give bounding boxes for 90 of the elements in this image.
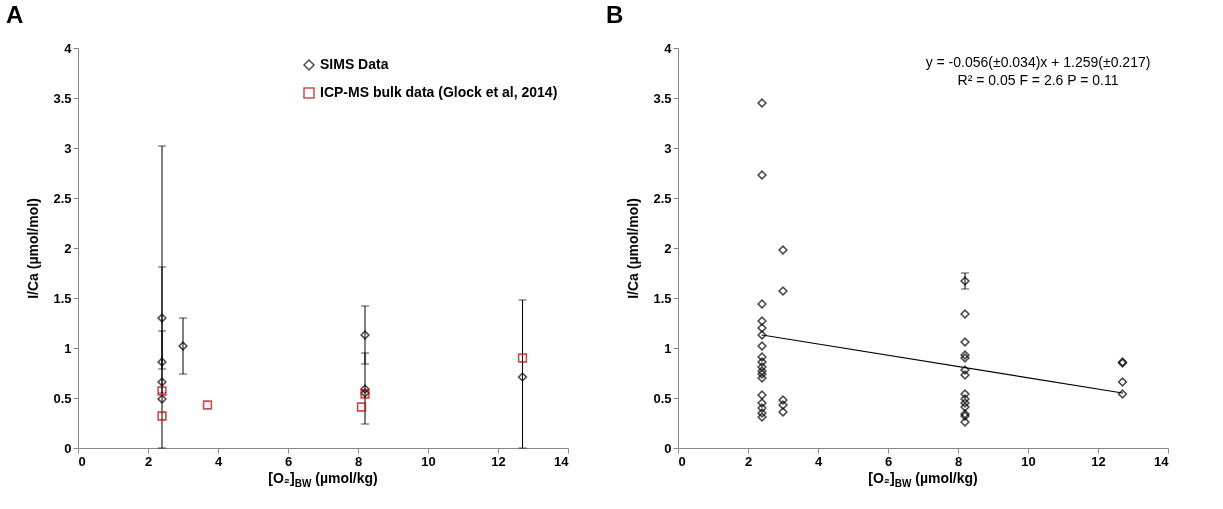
point xyxy=(202,400,213,410)
x-tick-label: 2 xyxy=(144,453,153,469)
y-tick-label: 2 xyxy=(64,240,72,256)
point xyxy=(1117,377,1128,387)
point xyxy=(757,362,767,372)
y-tick-label: 3.5 xyxy=(653,90,672,106)
y-tick-label: 4 xyxy=(64,40,73,56)
point xyxy=(778,407,788,417)
point xyxy=(356,402,367,412)
y-tick-label: 2.5 xyxy=(653,190,672,206)
point xyxy=(517,372,528,382)
x-tick-label: 0 xyxy=(678,453,686,469)
point xyxy=(360,384,370,394)
point xyxy=(757,390,767,400)
point xyxy=(778,245,788,255)
x-axis-title: [O₂]$_{BW}$ (µmol/kg) xyxy=(867,470,979,489)
point xyxy=(960,370,970,380)
x-tick-label: 6 xyxy=(884,453,893,469)
point xyxy=(757,408,767,418)
x-axis-title: [O₂]$_{BW}$ (µmol/kg) xyxy=(267,470,379,489)
y-tick-label: 1 xyxy=(64,340,72,356)
chart-title: B xyxy=(606,1,624,28)
point xyxy=(1117,389,1128,399)
y-tick-label: 3.5 xyxy=(53,90,72,106)
legend-label: SIMS Data xyxy=(320,56,389,72)
point xyxy=(517,353,528,363)
y-axis-title: I/Ca (µmol/mol) xyxy=(625,198,642,299)
x-tick-label: 4 xyxy=(814,453,823,469)
point xyxy=(960,402,970,412)
x-tick-label: 10 xyxy=(421,453,436,469)
y-tick-label: 3 xyxy=(664,140,672,156)
point xyxy=(757,373,767,383)
y-axis-title: I/Ca (µmol/mol) xyxy=(25,198,42,299)
point xyxy=(960,389,970,399)
y-tick-label: 4 xyxy=(664,40,673,56)
y-tick-label: 0.5 xyxy=(653,390,672,406)
point xyxy=(157,313,167,323)
point xyxy=(157,411,167,421)
point xyxy=(960,398,970,408)
y-tick-label: 3 xyxy=(64,140,72,156)
x-tick-label: 12 xyxy=(1091,453,1106,469)
y-tick-label: 0 xyxy=(664,440,672,456)
x-tick-label: 14 xyxy=(554,453,570,469)
point xyxy=(960,276,970,286)
point xyxy=(960,309,970,319)
point xyxy=(757,341,767,351)
x-tick-label: 10 xyxy=(1021,453,1036,469)
point xyxy=(757,357,767,367)
point xyxy=(157,357,167,367)
point xyxy=(757,323,767,333)
point xyxy=(757,299,767,309)
x-tick-label: 14 xyxy=(1154,453,1170,469)
point xyxy=(757,403,767,413)
point xyxy=(757,398,767,408)
chart-title: A xyxy=(6,1,24,28)
point xyxy=(157,377,167,387)
point xyxy=(778,400,788,410)
y-tick-label: 1.5 xyxy=(53,290,72,306)
x-tick-label: 12 xyxy=(491,453,506,469)
y-tick-label: 0.5 xyxy=(53,390,72,406)
x-tick-label: 0 xyxy=(78,453,86,469)
point xyxy=(960,365,970,375)
y-tick-label: 2 xyxy=(664,240,672,256)
point xyxy=(178,341,188,351)
point xyxy=(757,170,767,180)
x-tick-label: 6 xyxy=(284,453,293,469)
point xyxy=(757,330,767,340)
point xyxy=(757,98,767,108)
point xyxy=(778,286,788,296)
point xyxy=(757,316,767,326)
point xyxy=(778,395,788,405)
x-tick-label: 4 xyxy=(214,453,223,469)
point xyxy=(960,394,970,404)
y-tick-label: 1.5 xyxy=(653,290,672,306)
y-tick-label: 0 xyxy=(64,440,72,456)
annotation: y = -0.056(±0.034)x + 1.259(±0.217) xyxy=(925,54,1151,70)
point xyxy=(360,330,370,340)
x-tick-label: 8 xyxy=(354,453,363,469)
x-tick-label: 2 xyxy=(744,453,753,469)
point xyxy=(960,417,970,427)
annotation: R² = 0.05 F = 2.6 P = 0.11 xyxy=(957,72,1119,88)
point xyxy=(157,386,167,396)
point xyxy=(757,412,767,422)
point xyxy=(157,394,167,404)
point xyxy=(960,337,970,347)
y-tick-label: 2.5 xyxy=(53,190,72,206)
x-tick-label: 8 xyxy=(954,453,963,469)
y-tick-label: 1 xyxy=(664,340,672,356)
legend-label: ICP-MS bulk data (Glock et al, 2014) xyxy=(320,84,558,100)
point xyxy=(757,352,767,362)
